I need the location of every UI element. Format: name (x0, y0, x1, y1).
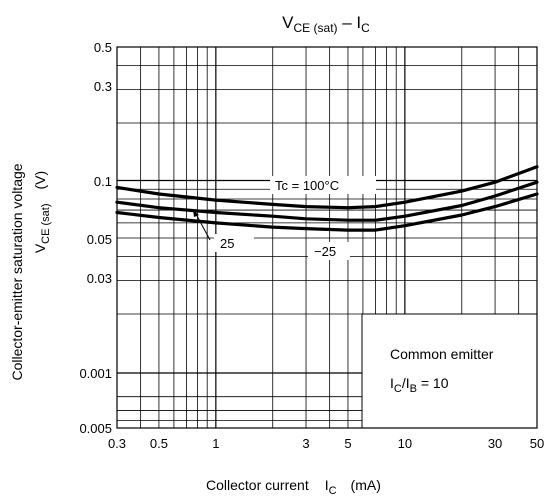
series-line-0 (115, 165, 539, 210)
series-label-25: 25 (220, 236, 234, 251)
x-axis-symbol: I (325, 477, 329, 493)
annotation-ic-sub: C (394, 383, 402, 395)
x-tick-label: 5 (344, 436, 351, 451)
y-tick-labels: 0.005 0.001 0.03 0.05 0.1 0.3 0.5 (79, 40, 112, 436)
x-tick-label: 0.3 (108, 436, 126, 451)
annotation-tail: = 10 (417, 375, 449, 391)
annotation-ib-sub: B (410, 383, 417, 395)
y-axis-symbol-sub: CE (sat) (40, 203, 52, 243)
x-tick-label: 3 (302, 436, 309, 451)
y-tick-0-3: 0.3 (94, 79, 112, 94)
x-tick-label: 10 (398, 436, 412, 451)
y-tick-0-5: 0.5 (94, 40, 112, 55)
chart-title: VCE (sat) – IC (282, 13, 370, 35)
y-axis-symbol: V (32, 243, 48, 253)
series-label-100: Tc = 100°C (275, 178, 339, 193)
title-sep-sub: C (361, 21, 370, 35)
y-axis-label-line1: Collector-emitter saturation voltage (9, 163, 25, 380)
x-tick-labels: 0.3 0.5 1 3 5 10 30 50 (108, 436, 544, 451)
series-line-2 (115, 192, 539, 232)
x-axis-unit: (mA) (351, 477, 381, 493)
x-axis-symbol-sub: C (329, 485, 337, 497)
title-sep: – I (338, 13, 362, 32)
annotation-ic: I (390, 375, 394, 391)
y-tick-0-001: 0.001 (79, 366, 112, 381)
series-label-m25: −25 (314, 244, 336, 259)
y-tick-0-03: 0.03 (87, 271, 112, 286)
series-line-1 (115, 180, 539, 222)
y-axis-label-line2: VCE (sat) (V) (32, 171, 52, 253)
plot-frame (116, 46, 538, 429)
series-label-25-leader (195, 213, 211, 241)
x-axis-label: Collector current IC (mA) (206, 477, 381, 497)
annotation-box (361, 313, 538, 429)
series-label-m25-bg (308, 242, 350, 260)
y-tick-0-1: 0.1 (94, 174, 112, 189)
series-label-100-bg (270, 176, 376, 194)
annotation-line2: IC/IB = 10 (390, 375, 449, 395)
annotation-line1: Common emitter (390, 346, 494, 362)
series-label-25-bg (214, 234, 254, 252)
x-axis-title: Collector current (206, 477, 309, 493)
title-main-sub: CE (sat) (294, 21, 338, 35)
series-label-25-arrow (193, 210, 199, 217)
y-tick-0-005: 0.005 (79, 421, 112, 436)
x-tick-label: 30 (488, 436, 502, 451)
y-axis-unit: (V) (32, 171, 48, 190)
series-lines (115, 165, 539, 232)
title-main: V (282, 13, 294, 32)
annotation-mid: /I (402, 375, 410, 391)
x-tick-label: 0.5 (150, 436, 168, 451)
x-tick-label: 50 (530, 436, 544, 451)
x-tick-label: 1 (212, 436, 219, 451)
y-tick-0-05: 0.05 (87, 232, 112, 247)
